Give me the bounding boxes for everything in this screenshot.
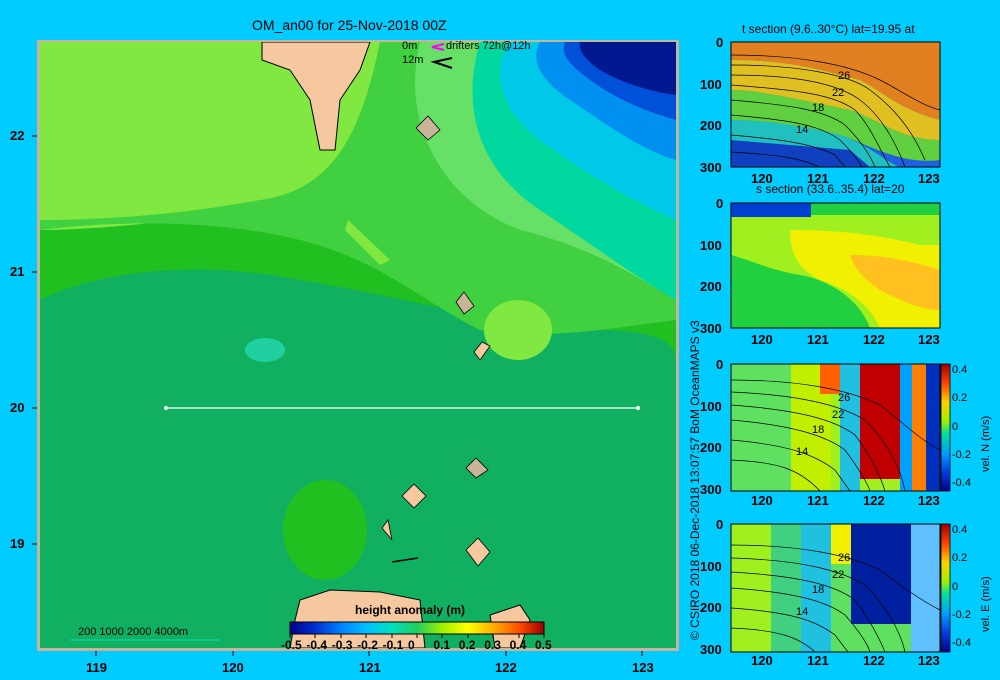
contour-label: 18: [812, 584, 825, 596]
depth-tick-label: 200: [700, 600, 722, 616]
depth-tick-label: 0: [716, 517, 724, 532]
t-section-panel: [730, 41, 941, 168]
contour-label: 26: [838, 392, 851, 404]
contour-label: 22: [832, 409, 845, 421]
velocity-tick-label: -0.4: [952, 477, 971, 489]
t-section-title: t section (9.6..30°C) lat=19.95 at: [742, 22, 915, 36]
lon-tick-label: 122: [863, 653, 885, 668]
height-anomaly-field: [40, 42, 676, 648]
taiwan-land: [261, 42, 371, 151]
lon-tick-label: 123: [918, 171, 940, 186]
lon-tick-label: 120: [751, 493, 773, 508]
lat-tick: 19: [10, 536, 25, 551]
lon-tick-label: 120: [751, 332, 773, 347]
colorbar-tick-label: 0.4: [509, 638, 527, 652]
depth-tick-label: 300: [700, 642, 722, 657]
colorbar-tick-label: -0.1: [382, 638, 404, 652]
colorbar-tick-label: -0.2: [357, 638, 378, 652]
velocity-tick-label: 0.2: [952, 552, 968, 565]
depth-tick-label: 300: [700, 160, 722, 175]
contour-label: 22: [832, 569, 845, 581]
lon-tick-label: 122: [863, 171, 885, 186]
velocity-tick-label: 0.4: [952, 524, 968, 536]
depth-tick-label: 0: [716, 35, 724, 50]
lon-tick-label: 120: [751, 653, 773, 668]
colorbar-tick-label: 0.2: [458, 638, 476, 652]
lon-tick-label: 120: [751, 171, 773, 186]
lon-tick-label: 121: [807, 653, 829, 668]
contour-label: 18: [812, 424, 825, 436]
velocity-tick-label: 0: [952, 420, 959, 433]
vel-e-colorbar-label: vel. E (m/s): [980, 576, 992, 632]
colorbar-tick-label: -0.3: [331, 638, 353, 652]
velocity-tick-label: -0.4: [952, 637, 971, 649]
lon-tick: 120: [222, 660, 244, 675]
drifter-legend-text: drifters 72h@12h: [446, 40, 531, 52]
lon-tick-label: 121: [807, 171, 829, 186]
depth-tick-label: 300: [700, 482, 722, 497]
velocity-tick-label: 0.2: [952, 392, 968, 405]
depth-tick-label: 100: [700, 237, 722, 253]
s-section-panel: [730, 202, 941, 329]
contour-label: 14: [796, 446, 809, 458]
depth-tick-label: 200: [700, 440, 722, 456]
s-section-title: s section (33.6..35.4) lat=20: [756, 182, 905, 196]
vel-e-section-panel: [730, 523, 951, 653]
lon-tick: 123: [632, 660, 654, 675]
velocity-tick-label: 0: [952, 580, 959, 593]
contour-label: 14: [796, 124, 809, 136]
lon-tick-label: 123: [918, 653, 940, 668]
velocity-tick-label: -0.2: [952, 448, 971, 461]
colorbar-tick-label: 0.1: [433, 638, 451, 652]
colorbar-tick-label: 0.3: [484, 638, 501, 652]
credit-text: © CSIRO 2018 06-Dec-2018 13:07:57 BoM Oc…: [688, 320, 702, 640]
depth-tick-label: 200: [700, 279, 722, 295]
depth-tick-label: 300: [700, 321, 722, 336]
colorbar-title: height anomaly (m): [355, 603, 466, 617]
drifter-legend-12m: 12m: [402, 54, 424, 66]
lon-tick: 119: [86, 660, 107, 675]
lon-tick-label: 122: [863, 332, 885, 347]
lon-tick-label: 123: [918, 493, 940, 508]
depth-tick-label: 100: [700, 398, 722, 414]
velocity-tick-label: 0.4: [952, 364, 968, 376]
drifter-legend-0m: 0m: [402, 40, 418, 52]
lon-tick-label: 122: [863, 493, 885, 508]
contour-label: 14: [796, 606, 809, 618]
depth-tick-label: 0: [716, 357, 724, 372]
lon-tick: 122: [495, 660, 517, 675]
vel-n-section-panel: [730, 363, 951, 492]
lon-tick: 121: [359, 660, 381, 675]
lat-tick: 22: [10, 128, 25, 143]
lon-tick-label: 121: [807, 332, 829, 347]
lat-tick: 21: [10, 264, 25, 279]
lon-tick-label: 121: [807, 493, 829, 508]
depth-legend: 200 1000 2000 4000m: [78, 626, 189, 638]
lat-tick: 20: [10, 400, 25, 415]
vel-n-colorbar-label: vel. N (m/s): [980, 415, 992, 472]
height-colorbar: [289, 621, 545, 635]
depth-tick-label: 100: [700, 558, 722, 574]
map-title: OM_an00 for 25-Nov-2018 00Z: [252, 17, 447, 33]
drifter-0m-arrow-icon: [431, 43, 445, 51]
depth-tick-label: 0: [716, 196, 724, 211]
depth-tick-label: 100: [700, 76, 722, 92]
drifter-12m-arrow-icon: [430, 57, 453, 69]
colorbar-tick-label: -0.5: [281, 638, 302, 652]
velocity-tick-label: -0.2: [952, 608, 971, 621]
lon-tick-label: 123: [918, 332, 940, 347]
depth-tick-label: 200: [700, 118, 722, 134]
contour-label: 22: [832, 87, 845, 99]
colorbar-tick-label: 0.5: [535, 638, 552, 652]
contour-label: 26: [838, 552, 851, 564]
colorbar-tick-label: 0: [408, 638, 415, 652]
contour-label: 26: [838, 70, 851, 82]
colorbar-tick-label: -0.4: [306, 638, 328, 652]
contour-label: 18: [812, 102, 825, 114]
